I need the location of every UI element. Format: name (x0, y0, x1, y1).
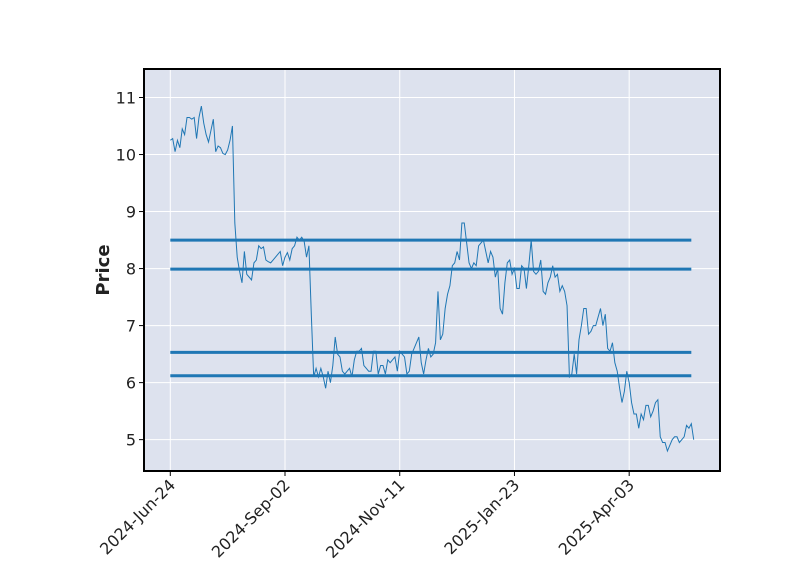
y-tick-label: 8 (126, 260, 136, 279)
y-axis-ticks: 5 6 7 8 9 10 11 (116, 89, 144, 450)
x-tick-label: 2024-Sep-02 (208, 475, 294, 561)
x-tick-label: 2025-Apr-03 (555, 475, 638, 558)
y-tick-label: 6 (126, 374, 136, 393)
x-axis-ticks: 2024-Jun-24 2024-Sep-02 2024-Nov-11 2025-Ja… (96, 471, 638, 562)
y-axis-label: Price (93, 244, 114, 295)
y-tick-label: 10 (116, 146, 136, 165)
price-series-line (169, 105, 695, 453)
x-tick-label: 2025-Jan-23 (440, 475, 523, 558)
support-resistance-lines (170, 238, 692, 378)
y-tick-label: 9 (126, 203, 136, 222)
y-tick-label: 11 (116, 89, 136, 108)
plot-frame (143, 68, 721, 472)
y-tick-label: 7 (126, 317, 136, 336)
x-tick-label: 2024-Jun-24 (96, 475, 179, 558)
x-tick-label: 2024-Nov-11 (322, 475, 409, 562)
y-tick-label: 5 (126, 431, 136, 450)
